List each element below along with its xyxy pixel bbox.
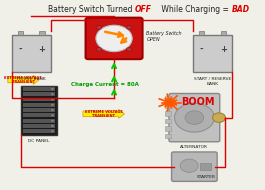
FancyBboxPatch shape [23, 87, 55, 91]
FancyBboxPatch shape [23, 124, 55, 128]
Circle shape [180, 159, 198, 172]
Circle shape [126, 26, 132, 29]
FancyBboxPatch shape [165, 96, 171, 101]
Text: HOUSE BANK: HOUSE BANK [17, 77, 46, 81]
Text: Battery Switch
OPEN: Battery Switch OPEN [147, 31, 182, 42]
FancyBboxPatch shape [171, 152, 217, 181]
Text: OFF: OFF [135, 5, 152, 14]
FancyBboxPatch shape [23, 113, 55, 117]
Circle shape [174, 103, 214, 132]
Text: EXTREME VOLTAGE
TRANSIENT: EXTREME VOLTAGE TRANSIENT [5, 76, 42, 84]
Text: Battery Switch Turned: Battery Switch Turned [48, 5, 135, 14]
FancyBboxPatch shape [165, 119, 171, 123]
FancyArrow shape [83, 109, 125, 118]
Circle shape [96, 25, 132, 52]
Circle shape [51, 125, 54, 127]
FancyBboxPatch shape [23, 92, 55, 96]
FancyBboxPatch shape [221, 31, 226, 35]
FancyBboxPatch shape [23, 129, 55, 133]
FancyBboxPatch shape [17, 31, 23, 35]
Circle shape [51, 99, 54, 101]
FancyBboxPatch shape [23, 98, 55, 101]
Text: -: - [200, 45, 204, 54]
FancyBboxPatch shape [23, 103, 55, 107]
Text: STARTER: STARTER [197, 175, 215, 179]
FancyArrow shape [8, 75, 39, 84]
Text: START / RESERVE
BANK: START / RESERVE BANK [194, 77, 231, 86]
Text: +: + [220, 45, 227, 54]
FancyBboxPatch shape [199, 31, 204, 35]
Circle shape [51, 104, 54, 106]
FancyBboxPatch shape [21, 86, 57, 135]
Circle shape [185, 111, 204, 124]
Text: EXTREME VOLTAGE
TRANSIENT: EXTREME VOLTAGE TRANSIENT [85, 110, 123, 118]
Text: BAD: BAD [232, 5, 250, 14]
FancyBboxPatch shape [12, 35, 51, 72]
FancyBboxPatch shape [39, 31, 45, 35]
Text: While Charging =: While Charging = [159, 5, 232, 14]
Circle shape [51, 88, 54, 90]
Text: DC PANEL: DC PANEL [28, 139, 50, 143]
Text: ALTERNATOR: ALTERNATOR [180, 145, 208, 149]
Circle shape [164, 98, 175, 107]
Circle shape [213, 113, 226, 122]
FancyBboxPatch shape [165, 111, 171, 116]
Circle shape [51, 93, 54, 95]
Circle shape [96, 26, 101, 29]
FancyBboxPatch shape [165, 134, 171, 138]
Circle shape [96, 48, 101, 51]
FancyBboxPatch shape [165, 126, 171, 131]
Circle shape [51, 109, 54, 111]
Circle shape [51, 120, 54, 122]
Circle shape [51, 114, 54, 116]
Circle shape [126, 48, 132, 51]
Text: BOOM: BOOM [182, 97, 215, 107]
FancyBboxPatch shape [169, 93, 220, 142]
FancyBboxPatch shape [23, 108, 55, 112]
Circle shape [51, 130, 54, 132]
FancyBboxPatch shape [86, 18, 143, 59]
Text: +: + [38, 45, 46, 54]
FancyBboxPatch shape [193, 35, 232, 72]
FancyBboxPatch shape [200, 163, 211, 170]
FancyBboxPatch shape [23, 119, 55, 123]
Text: Charge Current = 80A: Charge Current = 80A [71, 82, 139, 87]
Text: -: - [19, 45, 22, 54]
FancyBboxPatch shape [165, 104, 171, 108]
